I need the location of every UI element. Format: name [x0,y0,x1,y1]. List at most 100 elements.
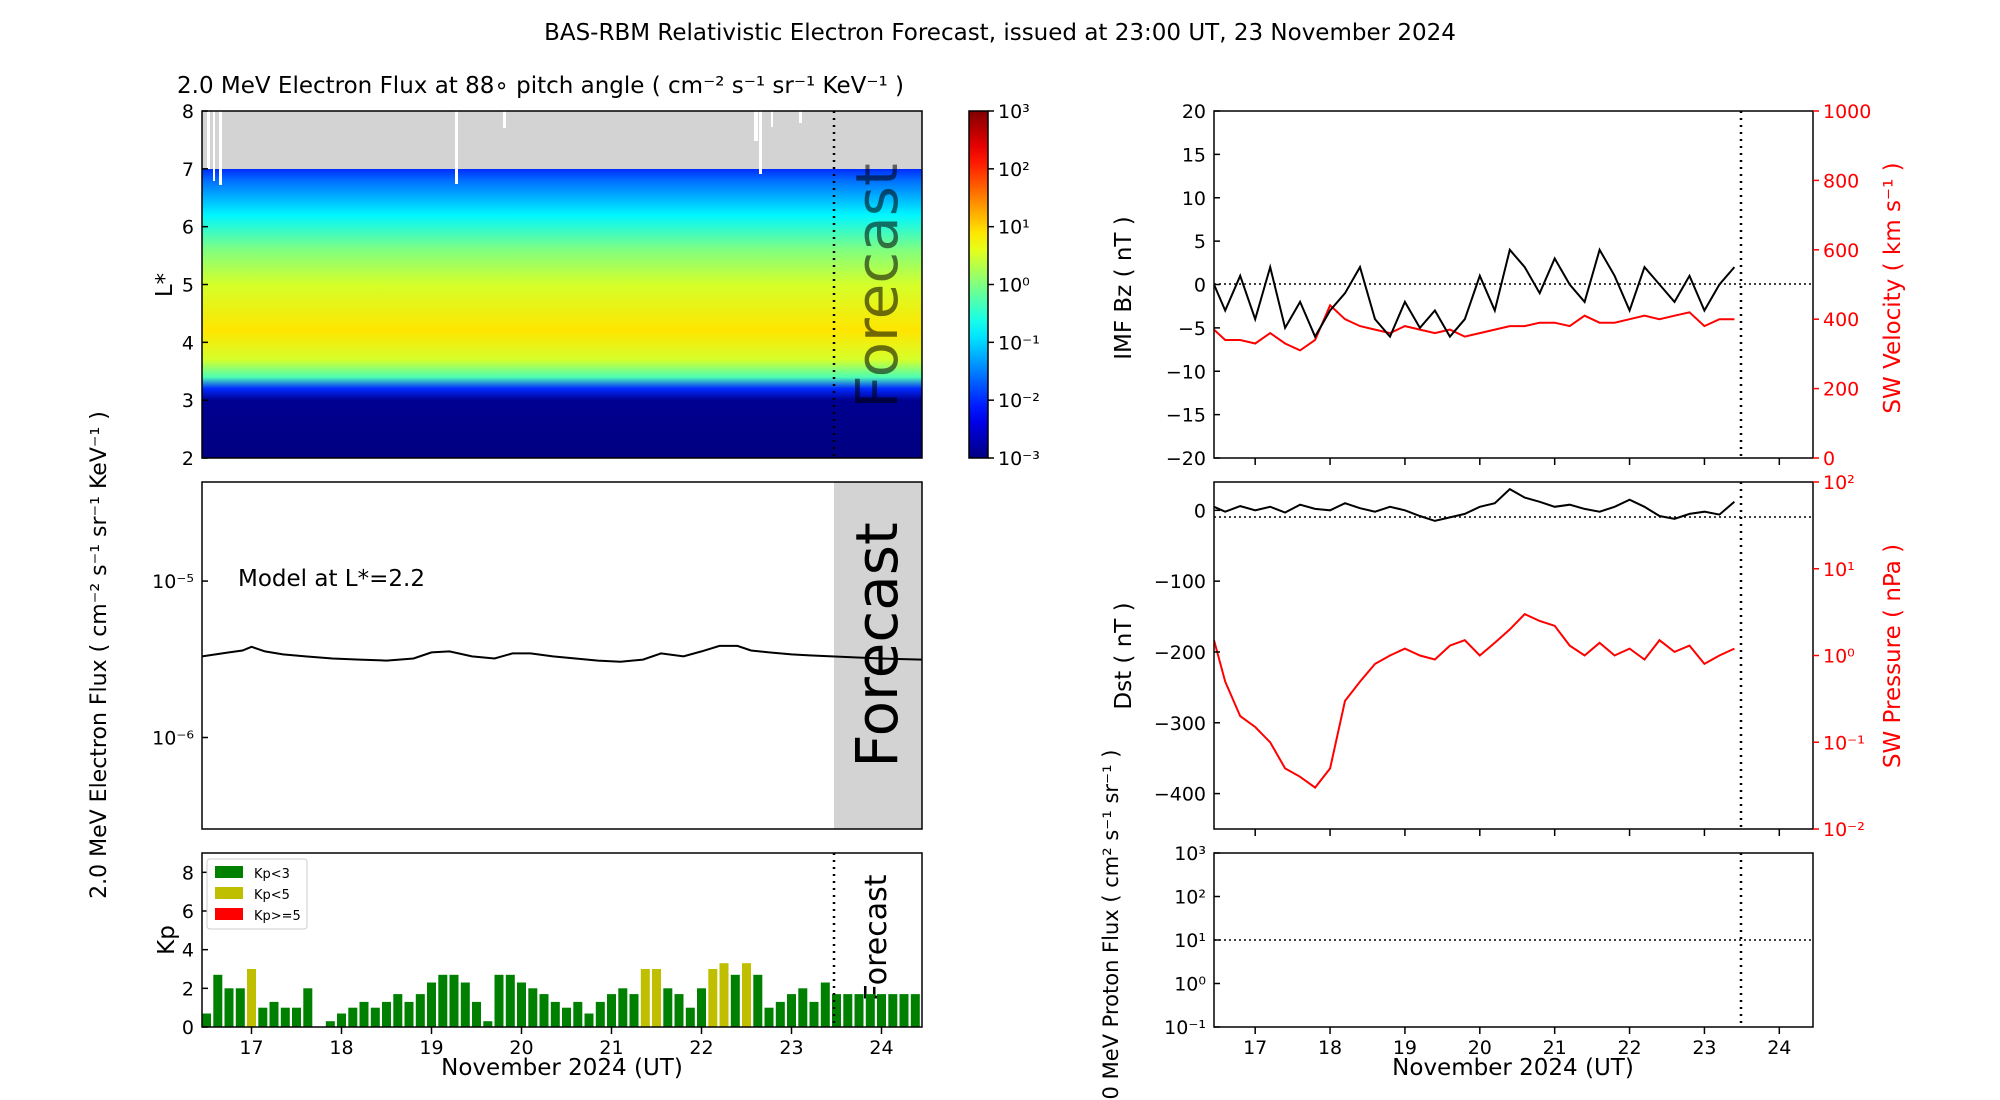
dst-frame [1213,481,1814,830]
kp-bar [854,994,864,1027]
kp-bar [539,994,549,1027]
kp-bar [280,1007,290,1027]
proton-y-axis: 10³ 10² 10¹ 10⁰ 10⁻¹ [1164,843,1220,1039]
kp-y-tick-label: 4 [182,940,194,962]
kp-y-tick-label: 0 [182,1017,194,1039]
x-tick-label: 17 [1243,1037,1267,1059]
kp-bar [764,1007,774,1027]
sw-pressure-axis: 10² 10¹ 10⁰ 10⁻¹ 10⁻² [1813,472,1865,841]
heatmap-no-data-region [202,111,922,169]
x-tick-label: 18 [1318,1037,1342,1059]
kp-bar [359,1001,369,1027]
sw-pressure-tick-label: 10⁻² [1823,819,1865,841]
flux-line-panel: Forecast Model at L*=2.2 10⁻⁵ 10⁻⁶ 2.0 Me… [87,411,923,899]
imf-y-tick-label: 10 [1182,188,1206,210]
kp-bar [325,1021,335,1027]
kp-x-tick-label: 20 [509,1037,533,1059]
kp-bar [685,1007,695,1027]
x-tick-label: 21 [1543,1037,1567,1059]
kp-bar [775,1001,785,1027]
sw-pressure-label: SW Pressure ( nPa ) [1880,544,1906,768]
kp-bar [404,1001,414,1027]
kp-x-tick-label: 24 [869,1037,893,1059]
kp-bar [697,988,706,1027]
kp-bar [472,1001,481,1027]
kp-bar [438,974,448,1027]
kp-bar [888,994,898,1027]
kp-bar [427,982,436,1027]
heatmap-y-tick-label: 6 [182,217,194,239]
kp-bar [213,974,223,1027]
kp-bar [719,963,729,1027]
heatmap-title: 2.0 MeV Electron Flux at 88∘ pitch angle… [177,73,904,99]
heatmap-gap [219,111,222,185]
kp-legend: Kp<3 Kp<5 Kp>=5 [206,858,308,930]
kp-bar [337,1013,346,1027]
colorbar-tick-label: 10² [998,159,1030,181]
kp-x-tick-label: 17 [239,1037,263,1059]
x-tick-label: 23 [1692,1037,1716,1059]
kp-y-axis: 0 2 4 6 8 [182,862,208,1039]
sw-velocity-tick-label: 600 [1823,240,1859,262]
figure-title: BAS-RBM Relativistic Electron Forecast, … [544,20,1456,46]
heatmap-gap [799,111,802,123]
dst-y-tick-label: −400 [1154,784,1206,806]
kp-bar [393,994,403,1027]
kp-legend-label-high: Kp>=5 [254,909,301,924]
flux-y-tick-label: 10⁻⁵ [152,571,194,593]
kp-bars [202,963,920,1027]
proton-x-axis: 17 18 19 20 21 22 23 24 [1243,1027,1791,1059]
sw-velocity-tick-label: 400 [1823,309,1859,331]
kp-legend-swatch-high [215,908,243,920]
imf-panel: 20 15 10 5 0 −5 −10 −15 −20 1000 800 600 400 200 0 IM… [1111,101,1906,470]
kp-y-tick-label: 2 [182,978,194,1000]
dst-y-tick-label: 0 [1194,500,1206,522]
sw-velocity-tick-label: 800 [1823,170,1859,192]
proton-y-tick-label: 10⁻¹ [1164,1017,1206,1039]
colorbar-tick-label: 10⁻¹ [998,332,1040,354]
kp-x-tick-label: 21 [599,1037,623,1059]
sw-velocity-tick-label: 0 [1823,448,1835,470]
kp-bar [730,974,740,1027]
kp-bar [877,994,886,1027]
kp-bar [674,994,684,1027]
kp-bar [562,1007,571,1027]
kp-bar [809,1001,819,1027]
kp-bar [708,969,718,1027]
kp-legend-label-low: Kp<3 [254,867,290,882]
imf-y-tick-label: −15 [1166,405,1206,427]
kp-bar [899,994,909,1027]
kp-bar [832,994,841,1027]
kp-x-tick-label: 19 [419,1037,443,1059]
sw-velocity-label: SW Velocity ( km s⁻¹ ) [1880,162,1906,413]
proton-y-tick-label: 10³ [1174,843,1206,865]
imf-y-tick-label: −5 [1178,318,1206,340]
kp-bar [595,1001,605,1027]
kp-bar [494,974,504,1027]
kp-bar [202,1013,211,1027]
colorbar-tick-label: 10⁻³ [998,448,1040,470]
heatmap-y-tick-label: 8 [182,101,194,123]
kp-bar [449,974,459,1027]
kp-frame [201,852,923,1028]
proton-x-label: November 2024 (UT) [1392,1055,1634,1081]
kp-legend-label-mid: Kp<5 [254,888,290,903]
flux-y-tick-label: 10⁻⁶ [152,727,194,749]
kp-bar [224,988,234,1027]
dst-line [1214,487,1736,522]
kp-bar [348,1007,358,1027]
kp-x-axis: 17 18 19 20 21 22 23 24 [239,1027,894,1059]
kp-legend-swatch-mid [215,887,243,899]
kp-bar [573,1001,583,1027]
kp-legend-swatch-low [215,866,243,878]
dst-y-tick-label: −300 [1154,713,1206,735]
dst-y-axis: 0 −100 −200 −300 −400 [1154,500,1220,806]
kp-y-tick-label: 8 [182,862,194,884]
flux-forecast-shade [834,482,922,829]
sw-velocity-tick-label: 1000 [1823,101,1871,123]
flux-frame [201,481,923,830]
x-tick-label: 24 [1767,1037,1791,1059]
kp-bar [528,988,538,1027]
heatmap-y-tick-label: 7 [182,159,194,181]
flux-model-line [202,644,922,663]
